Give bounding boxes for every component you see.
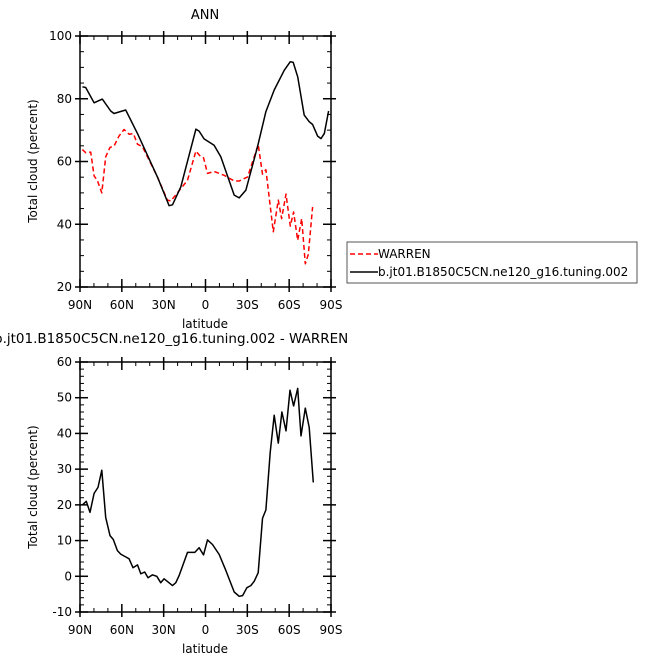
legend-label-warren: WARREN (378, 247, 431, 261)
x-tick-label: 90N (68, 623, 92, 637)
legend-box (346, 241, 638, 284)
y-tick-label: 100 (49, 29, 72, 43)
bottom-panel: b.jt01.B1850C5CN.ne120_g16.tuning.002 - … (0, 331, 348, 656)
y-tick-label: 20 (57, 280, 72, 294)
x-tick-label: 90S (320, 623, 343, 637)
x-tick-label: 90S (320, 298, 343, 312)
plot-frame (79, 361, 332, 613)
legend-label-model: b.jt01.B1850C5CN.ne120_g16.tuning.002 (378, 265, 628, 279)
y-tick-label: 0 (64, 569, 72, 583)
x-tick-label: 30S (236, 623, 259, 637)
x-tick-label: 60N (110, 298, 134, 312)
bottom-title: b.jt01.B1850C5CN.ne120_g16.tuning.002 - … (0, 331, 348, 347)
y-tick-label: 80 (57, 92, 72, 106)
y-tick-label: -10 (52, 605, 72, 619)
series-line-model (82, 60, 330, 207)
x-tick-label: 0 (202, 623, 210, 637)
y-tick-label: 40 (57, 426, 72, 440)
y-tick-label: 20 (57, 498, 72, 512)
x-tick-label: 60S (278, 623, 301, 637)
series-line-difference (81, 387, 315, 598)
y-tick-label: 60 (57, 355, 72, 369)
y-tick-label: 10 (57, 534, 72, 548)
bottom-x-label: latitude (182, 642, 228, 656)
top-x-label: latitude (182, 317, 228, 331)
bottom-y-label: Total cloud (percent) (26, 425, 40, 549)
y-tick-label: 40 (57, 217, 72, 231)
legend: WARREN b.jt01.B1850C5CN.ne120_g16.tuning… (346, 241, 638, 284)
y-tick-label: 50 (57, 391, 72, 405)
y-tick-label: 60 (57, 155, 72, 169)
x-tick-label: 0 (202, 298, 210, 312)
top-y-label: Total cloud (percent) (26, 99, 40, 223)
plot-frame (79, 35, 332, 288)
top-panel: ANN latitude Total cloud (percent) 20 40 6… (26, 8, 342, 331)
top-title: ANN (191, 8, 219, 23)
x-tick-label: 60S (278, 298, 301, 312)
series-line-warren (81, 128, 314, 265)
x-tick-label: 90N (68, 298, 92, 312)
x-tick-label: 30N (152, 298, 176, 312)
x-tick-label: 30N (152, 623, 176, 637)
x-tick-label: 30S (236, 298, 259, 312)
x-tick-label: 60N (110, 623, 134, 637)
y-tick-label: 30 (57, 462, 72, 476)
